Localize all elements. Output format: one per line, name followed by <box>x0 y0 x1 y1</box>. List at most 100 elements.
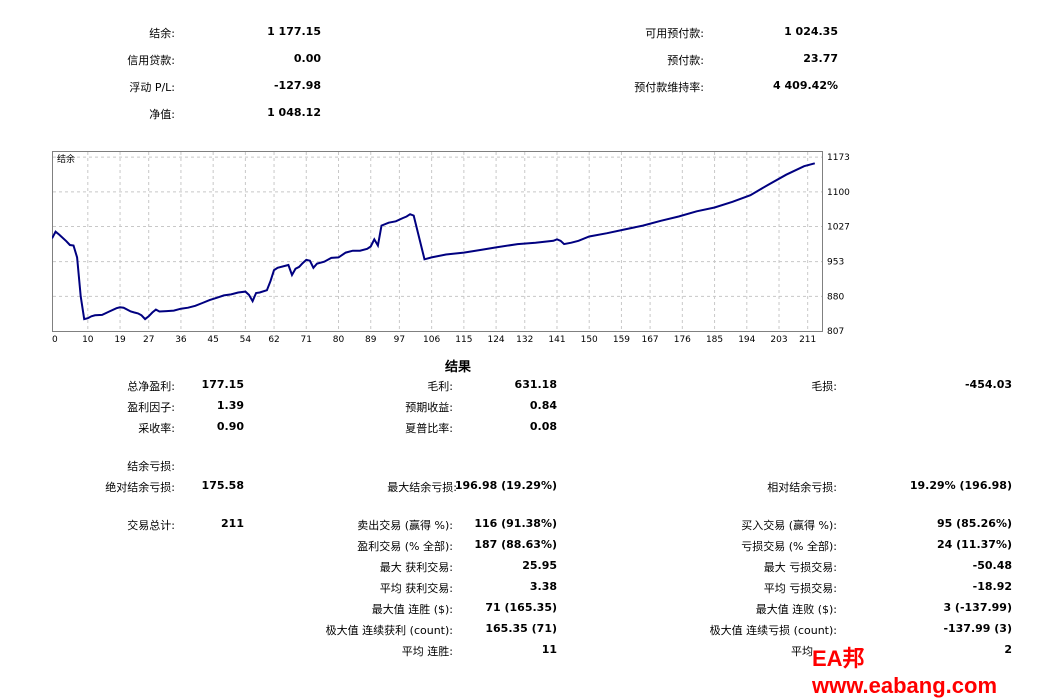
x-tick-label: 124 <box>487 335 504 345</box>
loss-trades-label: 亏损交易 (% 全部): <box>741 540 837 553</box>
floating-label: 浮动 P/L: <box>129 81 175 94</box>
profit-factor-label: 盈利因子: <box>127 401 175 414</box>
balance-value: 1 177.15 <box>267 25 321 38</box>
margin-value: 23.77 <box>803 52 838 65</box>
x-tick-label: 167 <box>641 335 658 345</box>
largest-profit-label: 最大 获利交易: <box>379 561 453 574</box>
abs-drawdown-label: 绝对结余亏损: <box>105 481 175 494</box>
free-margin-value: 1 024.35 <box>784 25 838 38</box>
plot-area <box>52 151 823 332</box>
sharpe-value: 0.08 <box>529 420 557 433</box>
free-margin-label: 可用预付款: <box>645 27 704 40</box>
net-profit-label: 总净盈利: <box>127 380 175 393</box>
recovery-factor-value: 0.90 <box>216 420 244 433</box>
equity-value: 1 048.12 <box>267 106 321 119</box>
avg-loss-value: -18.92 <box>972 580 1012 593</box>
x-tick-label: 27 <box>143 335 154 345</box>
margin-level-label: 预付款维持率: <box>634 81 704 94</box>
x-tick-label: 159 <box>613 335 630 345</box>
max-consec-profit-label: 极大值 连续获利 (count): <box>325 624 453 637</box>
avg-profit-label: 平均 获利交易: <box>379 582 453 595</box>
total-trades-label: 交易总计: <box>127 519 175 532</box>
balance-drawdown-label: 结余亏损: <box>127 460 175 473</box>
avg-consec-wins-value: 11 <box>541 643 557 656</box>
rel-drawdown-value: 19.29% (196.98) <box>909 479 1012 492</box>
loss-trades-value: 24 (11.37%) <box>936 538 1012 551</box>
x-tick-label: 0 <box>52 335 58 345</box>
results-title: 结果 <box>444 360 471 375</box>
x-tick-label: 115 <box>455 335 472 345</box>
gross-loss-value: -454.03 <box>964 378 1012 391</box>
avg-consec-losses-value: 2 <box>1004 643 1012 656</box>
net-profit-value: 177.15 <box>201 378 244 391</box>
balance-chart: 结余 0 10 19 27 36 45 54 62 71 80 89 97 106 115 124 132 14… <box>52 151 850 345</box>
largest-loss-label: 最大 亏损交易: <box>763 561 837 574</box>
chart-title: 结余 <box>57 153 75 165</box>
x-tick-label: 97 <box>394 335 405 345</box>
gross-loss-label: 毛损: <box>811 380 837 393</box>
max-consec-losses-label: 最大值 连败 ($): <box>755 603 837 616</box>
avg-consec-wins-label: 平均 连胜: <box>401 645 453 658</box>
x-tick-label: 71 <box>301 335 312 345</box>
x-tick-label: 141 <box>548 335 565 345</box>
y-tick-label: 1100 <box>827 188 850 198</box>
max-drawdown-label: 最大结余亏损: <box>387 481 457 494</box>
balance-series-line <box>52 162 816 321</box>
x-tick-label: 132 <box>516 335 533 345</box>
largest-loss-value: -50.48 <box>972 559 1012 572</box>
x-tick-label: 185 <box>706 335 723 345</box>
margin-level-value: 4 409.42% <box>773 79 838 92</box>
max-drawdown-value: 196.98 (19.29%) <box>454 479 557 492</box>
y-tick-label: 807 <box>827 327 844 337</box>
y-tick-label: 1173 <box>827 153 850 163</box>
x-tick-label: 150 <box>581 335 598 345</box>
x-tick-label: 194 <box>738 335 755 345</box>
avg-profit-value: 3.38 <box>529 580 557 593</box>
y-tick-label: 1027 <box>827 223 850 233</box>
gross-profit-label: 毛利: <box>427 380 453 393</box>
max-consec-wins-value: 71 (165.35) <box>485 601 557 614</box>
largest-profit-value: 25.95 <box>522 559 557 572</box>
max-consec-losses-value: 3 (-137.99) <box>943 601 1012 614</box>
y-tick-label: 953 <box>827 258 844 268</box>
long-trades-label: 买入交易 (赢得 %): <box>741 519 837 532</box>
x-tick-label: 62 <box>268 335 279 345</box>
x-tick-label: 80 <box>333 335 345 345</box>
recovery-factor-label: 采收率: <box>138 422 175 435</box>
x-tick-label: 211 <box>799 335 816 345</box>
margin-label: 预付款: <box>667 54 704 67</box>
max-consec-loss-label: 极大值 连续亏损 (count): <box>709 624 837 637</box>
x-tick-label: 203 <box>770 335 787 345</box>
x-tick-label: 106 <box>423 335 440 345</box>
floating-value: -127.98 <box>273 79 321 92</box>
expected-payoff-label: 预期收益: <box>405 401 453 414</box>
x-tick-label: 19 <box>114 335 126 345</box>
x-tick-label: 45 <box>207 335 218 345</box>
profit-trades-label: 盈利交易 (% 全部): <box>357 540 453 553</box>
x-tick-label: 36 <box>175 335 187 345</box>
sharpe-label: 夏普比率: <box>405 422 453 435</box>
expected-payoff-value: 0.84 <box>529 399 557 412</box>
total-trades-value: 211 <box>221 517 244 530</box>
x-tick-label: 54 <box>240 335 252 345</box>
avg-loss-label: 平均 亏损交易: <box>763 582 837 595</box>
credit-value: 0.00 <box>293 52 321 65</box>
avg-consec-losses-label: 平均 <box>791 645 813 658</box>
y-tick-label: 880 <box>827 292 844 302</box>
profit-trades-value: 187 (88.63%) <box>474 538 557 551</box>
credit-label: 信用贷款: <box>127 54 175 67</box>
x-tick-label: 89 <box>365 335 377 345</box>
long-trades-value: 95 (85.26%) <box>936 517 1012 530</box>
max-consec-loss-value: -137.99 (3) <box>943 622 1012 635</box>
watermark: EA邦 www.eabang.com <box>812 646 998 698</box>
rel-drawdown-label: 相对结余亏损: <box>767 481 837 494</box>
balance-label: 结余: <box>149 27 175 40</box>
max-consec-profit-value: 165.35 (71) <box>485 622 557 635</box>
short-trades-label: 卖出交易 (赢得 %): <box>357 519 453 532</box>
x-tick-label: 176 <box>674 335 691 345</box>
gross-profit-value: 631.18 <box>514 378 557 391</box>
max-consec-wins-label: 最大值 连胜 ($): <box>371 603 453 616</box>
abs-drawdown-value: 175.58 <box>201 479 244 492</box>
profit-factor-value: 1.39 <box>216 399 244 412</box>
x-tick-label: 10 <box>82 335 94 345</box>
